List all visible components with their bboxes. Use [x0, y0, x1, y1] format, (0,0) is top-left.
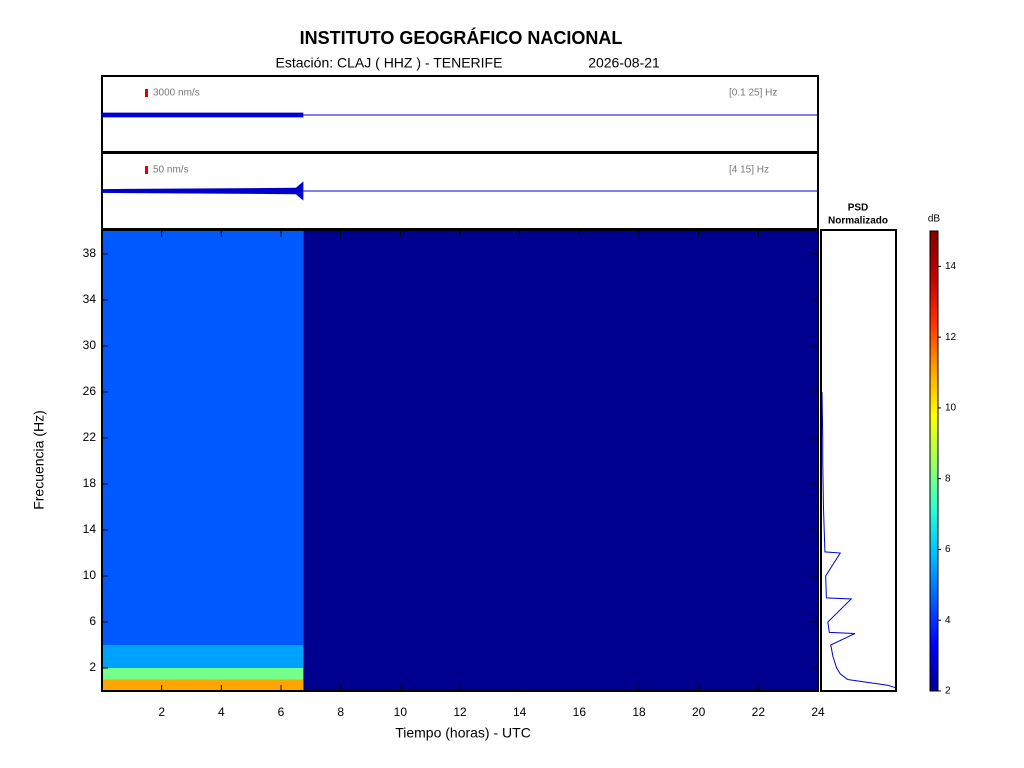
trace-envelope: [102, 112, 304, 118]
colorbar-label: dB: [928, 214, 941, 225]
colorbar-tick-label: 10: [945, 403, 957, 414]
filter-label: [4 15] Hz: [729, 165, 769, 176]
y-axis-label: Frecuencia (Hz): [31, 410, 47, 510]
x-tick-label: 22: [752, 705, 766, 719]
spectrogram-cell: [102, 231, 304, 645]
scale-bar: [145, 89, 148, 97]
colorbar-tick-label: 4: [945, 615, 951, 626]
x-tick-label: 20: [692, 705, 706, 719]
spectrogram-cell: [102, 668, 304, 680]
spectrogram-cell: [102, 645, 304, 668]
x-tick-label: 12: [453, 705, 467, 719]
colorbar-tick-label: 14: [945, 261, 957, 272]
psd-subtitle: Normalizado: [828, 216, 888, 227]
colorbar-tick-label: 12: [945, 332, 957, 343]
scale-label: 3000 nm/s: [153, 88, 200, 99]
spectrogram-cell: [303, 231, 818, 645]
y-tick-label: 10: [83, 568, 97, 582]
colorbar-tick-label: 6: [945, 544, 951, 555]
y-tick-label: 22: [83, 430, 97, 444]
station: Estación: CLAJ ( HHZ ) - TENERIFE: [276, 55, 503, 71]
colorbar-tick-label: 2: [945, 686, 951, 697]
y-tick-label: 18: [83, 476, 97, 490]
psd-line: [821, 391, 896, 689]
colorbar: [929, 230, 939, 692]
scale-bar: [145, 166, 148, 174]
x-tick-label: 4: [218, 705, 225, 719]
spectrogram-cell: [303, 645, 818, 668]
psd-frame: [820, 229, 897, 692]
spectrogram-cell: [102, 679, 304, 691]
y-tick-label: 26: [83, 384, 97, 398]
y-tick-label: 30: [83, 338, 97, 352]
y-tick-label: 38: [83, 246, 97, 260]
title: INSTITUTO GEOGRÁFICO NACIONAL: [300, 27, 623, 48]
x-tick-label: 24: [811, 705, 825, 719]
x-tick-label: 14: [513, 705, 527, 719]
y-tick-label: 6: [89, 614, 96, 628]
spectrogram-cell: [303, 679, 818, 691]
x-tick-label: 6: [278, 705, 285, 719]
colorbar-tick-label: 8: [945, 473, 951, 484]
filter-label: [0.1 25] Hz: [729, 88, 777, 99]
y-tick-label: 34: [83, 292, 97, 306]
scale-label: 50 nm/s: [153, 165, 189, 176]
date: 2026-08-21: [588, 55, 660, 71]
x-tick-label: 8: [337, 705, 344, 719]
trace-envelope: [102, 181, 304, 201]
spectrogram-cell: [303, 668, 818, 680]
y-tick-label: 14: [83, 522, 97, 536]
x-tick-label: 2: [158, 705, 165, 719]
x-tick-label: 18: [632, 705, 646, 719]
x-tick-label: 10: [394, 705, 408, 719]
y-tick-label: 2: [89, 660, 96, 674]
psd-title: PSD: [848, 203, 869, 214]
x-tick-label: 16: [573, 705, 587, 719]
x-axis-label: Tiempo (horas) - UTC: [395, 725, 531, 741]
